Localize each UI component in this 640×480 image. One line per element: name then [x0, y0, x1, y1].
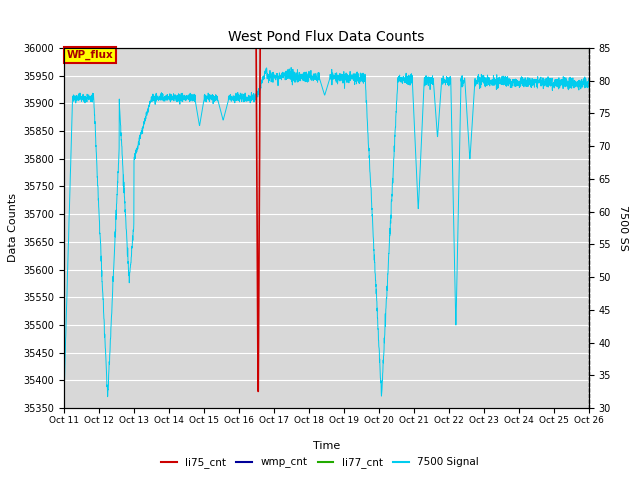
Y-axis label: Data Counts: Data Counts — [8, 193, 18, 263]
X-axis label: Time: Time — [313, 441, 340, 451]
Legend: li75_cnt, wmp_cnt, li77_cnt, 7500 Signal: li75_cnt, wmp_cnt, li77_cnt, 7500 Signal — [157, 453, 483, 472]
Text: WP_flux: WP_flux — [67, 50, 113, 60]
Title: West Pond Flux Data Counts: West Pond Flux Data Counts — [228, 30, 424, 44]
Y-axis label: 7500 SS: 7500 SS — [618, 205, 628, 251]
